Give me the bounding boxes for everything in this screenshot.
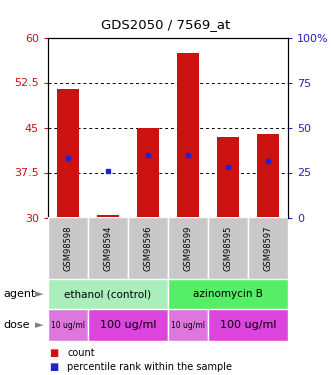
Text: ethanol (control): ethanol (control): [65, 290, 152, 299]
Bar: [177, 53, 199, 217]
Text: 100 ug/ml: 100 ug/ml: [100, 320, 156, 330]
Bar: [208, 217, 248, 279]
Text: GSM98594: GSM98594: [104, 226, 113, 271]
Text: ■: ■: [49, 348, 58, 358]
Text: 10 ug/ml: 10 ug/ml: [51, 321, 85, 330]
Bar: [97, 214, 119, 217]
Bar: [88, 309, 168, 341]
Bar: [137, 128, 159, 218]
Text: GSM98597: GSM98597: [263, 226, 272, 271]
Text: ►: ►: [35, 320, 43, 330]
Text: GSM98596: GSM98596: [143, 226, 153, 271]
Text: GSM98595: GSM98595: [223, 226, 232, 271]
Text: agent: agent: [3, 290, 36, 299]
Bar: [217, 136, 239, 218]
Text: azinomycin B: azinomycin B: [193, 290, 263, 299]
Bar: [168, 279, 288, 309]
Text: 100 ug/ml: 100 ug/ml: [220, 320, 276, 330]
Bar: [48, 217, 88, 279]
Text: GDS2050 / 7569_at: GDS2050 / 7569_at: [101, 18, 230, 31]
Bar: [168, 217, 208, 279]
Bar: [48, 309, 88, 341]
Bar: [48, 279, 168, 309]
Bar: [128, 217, 168, 279]
Text: GSM98599: GSM98599: [183, 226, 193, 271]
Text: 10 ug/ml: 10 ug/ml: [171, 321, 205, 330]
Text: percentile rank within the sample: percentile rank within the sample: [67, 362, 232, 372]
Bar: [257, 134, 279, 218]
Bar: [248, 217, 288, 279]
Text: ►: ►: [35, 290, 43, 299]
Bar: [208, 309, 288, 341]
Text: ■: ■: [49, 362, 58, 372]
Text: count: count: [67, 348, 95, 358]
Bar: [57, 88, 79, 218]
Text: dose: dose: [3, 320, 30, 330]
Bar: [168, 309, 208, 341]
Bar: [88, 217, 128, 279]
Text: GSM98598: GSM98598: [64, 226, 72, 271]
